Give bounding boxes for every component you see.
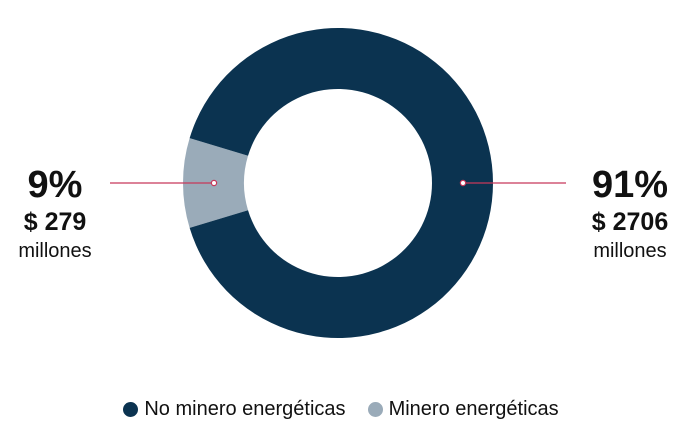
callout-no-minero-percent: 91% [591, 164, 669, 206]
chart-legend: No minero energéticas Minero energéticas [0, 398, 682, 421]
callout-minero-amount: $ 279 [23, 208, 87, 236]
callout-no-minero: 91% $ 2706 millones [578, 166, 682, 261]
legend-label-minero: Minero energéticas [388, 398, 559, 420]
legend-item-minero[interactable]: Minero energéticas [367, 398, 559, 421]
callout-minero-percent: 9% [27, 164, 83, 206]
callout-no-minero-unit: millones [593, 240, 667, 262]
legend-label-no-minero: No minero energéticas [144, 398, 346, 420]
legend-item-no-minero[interactable]: No minero energéticas [123, 398, 346, 421]
callout-minero: 9% $ 279 millones [5, 166, 105, 261]
legend-swatch-no-minero [123, 402, 139, 417]
legend-swatch-minero [367, 402, 383, 417]
leader-marker-no-minero [459, 179, 467, 187]
donut-slice-no-minero[interactable] [189, 28, 494, 339]
callout-minero-unit: millones [18, 240, 92, 262]
callout-no-minero-amount: $ 2706 [591, 208, 669, 236]
leader-marker-minero [210, 179, 218, 187]
